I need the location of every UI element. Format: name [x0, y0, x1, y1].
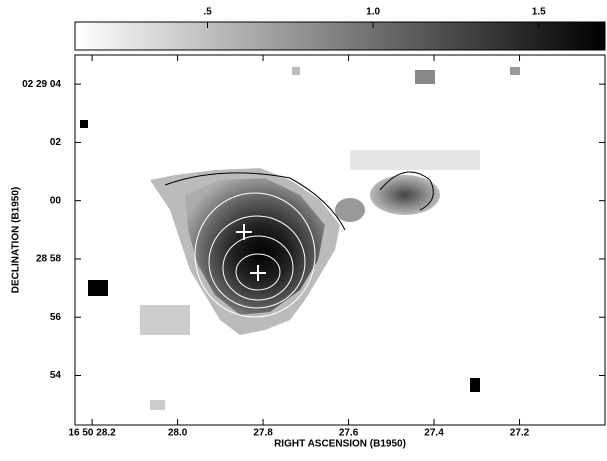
x-axis-label: RIGHT ASCENSION (B1950)	[274, 439, 406, 450]
plot-frame	[74, 54, 606, 426]
x-tick-label: 27.6	[339, 428, 359, 439]
y-tick-label: 00	[50, 195, 62, 206]
y-tick-label: 28 58	[36, 254, 61, 265]
y-tick-label: 54	[50, 370, 62, 381]
x-tick-label: 27.2	[510, 428, 530, 439]
colorbar	[74, 21, 606, 51]
x-tick-label: 28.0	[168, 428, 188, 439]
x-tick-label: 16 50 28.2	[68, 428, 116, 439]
x-tick-label: 27.4	[424, 428, 444, 439]
colorbar-tick-label: 1.5	[532, 7, 546, 18]
colorbar-tick-label: .5	[203, 7, 212, 18]
y-tick-label: 02 29 04	[22, 79, 61, 90]
x-tick-label: 27.8	[253, 428, 273, 439]
y-tick-label: 56	[50, 312, 62, 323]
colorbar-tick-label: 1.0	[366, 7, 380, 18]
y-tick-label: 02	[50, 137, 62, 148]
image	[80, 67, 520, 410]
y-axis-label: DECLINATION (B1950)	[11, 187, 22, 294]
